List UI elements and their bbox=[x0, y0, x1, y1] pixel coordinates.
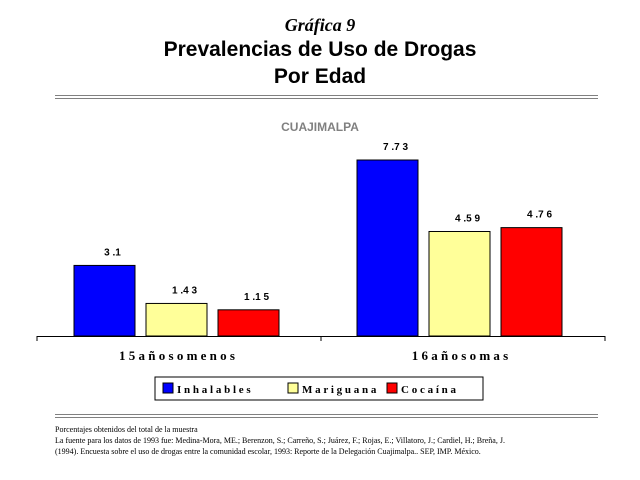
chart-main-title: Prevalencias de Uso de Drogas bbox=[163, 38, 477, 61]
data-label: 4 .7 6 bbox=[527, 210, 552, 221]
data-label: 7 .7 3 bbox=[383, 142, 408, 153]
x-tick-label: 1 6 a ñ o s o m a s bbox=[412, 348, 508, 363]
footnotes: Porcentajes obtenidos del total de la mu… bbox=[55, 424, 615, 457]
footer-divider-top bbox=[55, 414, 598, 415]
data-label: 3 .1 bbox=[104, 247, 121, 258]
bar bbox=[428, 230, 491, 337]
footnote-line: La fuente para los datos de 1993 fue: Me… bbox=[55, 436, 505, 445]
legend-label: I n h a l a b l e s bbox=[177, 384, 251, 396]
footnote-line: (1994). Encuesta sobre el uso de drogas … bbox=[55, 447, 481, 456]
data-label: 1 .4 3 bbox=[172, 285, 197, 296]
bar bbox=[217, 309, 280, 337]
footer-divider-bottom bbox=[55, 417, 598, 418]
bar bbox=[145, 302, 208, 337]
x-tick-label: 1 5 a ñ o s o m e n o s bbox=[119, 348, 235, 363]
legend-swatch bbox=[162, 382, 174, 394]
bar bbox=[356, 159, 419, 337]
bar bbox=[500, 227, 563, 337]
chart-subtitle: Por Edad bbox=[273, 65, 367, 88]
header-divider-bottom bbox=[55, 98, 598, 99]
chart-title: CUAJIMALPA bbox=[281, 120, 359, 134]
legend-swatch bbox=[386, 382, 398, 394]
header-divider-top bbox=[55, 95, 598, 96]
bar bbox=[73, 264, 136, 337]
bar-chart: CUAJIMALPA 3 .1 1 .4 3 1 .1 5 7 .7 3 4 .5 9 4 … bbox=[36, 120, 606, 401]
legend-swatch bbox=[287, 382, 299, 394]
legend-label: M a r i g u a n a bbox=[302, 384, 377, 396]
chart-supertitle: Gráfica 9 bbox=[284, 15, 356, 35]
data-label: 4 .5 9 bbox=[455, 213, 480, 224]
footnote-line: Porcentajes obtenidos del total de la mu… bbox=[55, 425, 198, 434]
data-label: 1 .1 5 bbox=[244, 292, 269, 303]
legend-box bbox=[154, 376, 484, 401]
legend-label: C o c a í n a bbox=[401, 384, 457, 396]
